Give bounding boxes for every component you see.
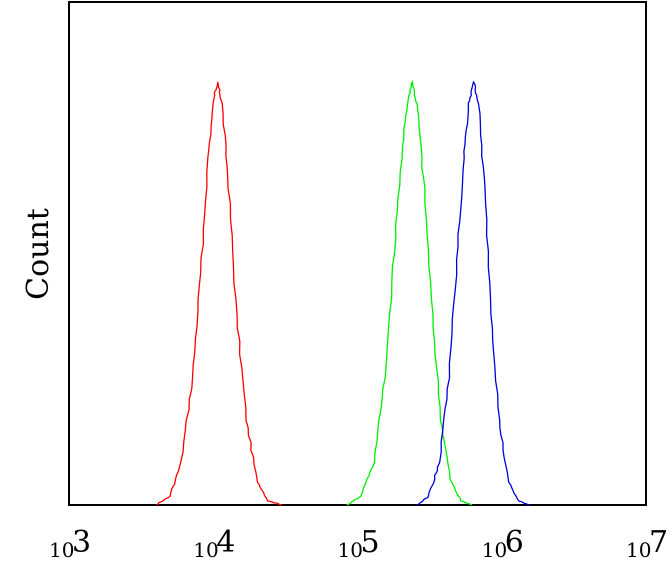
x-tick-exponent: 4: [216, 525, 235, 560]
x-tick-labels: 103 104 105 106 107: [49, 525, 668, 562]
series-layer: [156, 79, 530, 506]
x-tick-exponent: 3: [72, 525, 91, 560]
x-tick-label: 103: [49, 525, 91, 562]
x-tick-label: 106: [482, 525, 524, 562]
y-axis-label: Count: [21, 208, 56, 300]
x-tick-label: 104: [193, 525, 235, 562]
histogram-series-3: [416, 80, 530, 506]
x-tick-label: 107: [626, 525, 668, 562]
x-tick-base: 10: [626, 538, 651, 562]
plot-frame: [68, 1, 647, 506]
x-tick-base: 10: [338, 538, 363, 562]
x-tick-exponent: 7: [649, 525, 668, 560]
x-tick-base: 10: [193, 538, 218, 562]
x-tick-base: 10: [482, 538, 507, 562]
histogram-series-2: [346, 79, 473, 506]
histogram-series-1: [156, 81, 283, 506]
x-tick-exponent: 6: [505, 525, 524, 560]
x-tick-label: 105: [338, 525, 380, 562]
x-tick-exponent: 5: [361, 525, 380, 560]
x-tick-base: 10: [49, 538, 74, 562]
